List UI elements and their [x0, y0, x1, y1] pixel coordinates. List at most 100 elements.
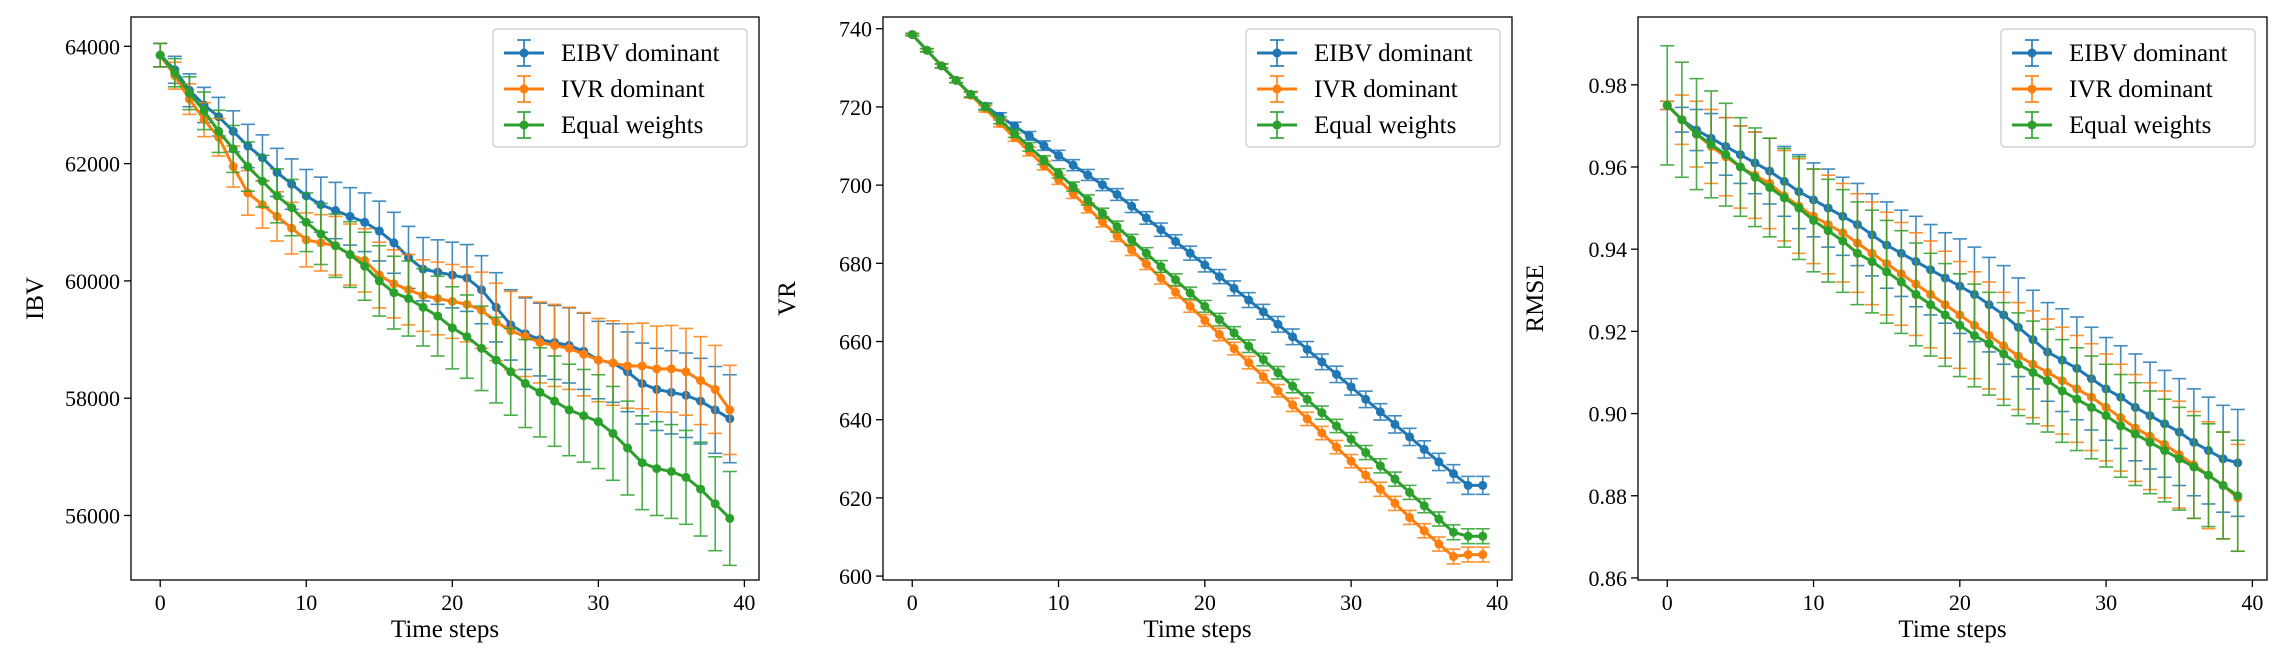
legend-label-equal-weights: Equal weights — [561, 112, 703, 139]
y-axis-label: VR — [774, 281, 801, 316]
x-tick-label: 40 — [733, 590, 755, 615]
point-eibv-dominant-33 — [1390, 419, 1400, 429]
point-equal-weights-29 — [2086, 402, 2096, 412]
point-equal-weights-13 — [1852, 248, 1862, 258]
point-equal-weights-28 — [564, 405, 574, 415]
point-equal-weights-8 — [272, 191, 282, 201]
y-tick-label: 0.90 — [1589, 402, 1628, 427]
y-tick-label: 660 — [839, 330, 872, 355]
line-ivr-dominant — [158, 54, 732, 411]
point-equal-weights-2 — [937, 61, 947, 71]
point-equal-weights-4 — [966, 89, 976, 99]
plot-frame — [1637, 16, 2268, 581]
point-ivr-dominant-37 — [696, 376, 706, 386]
point-equal-weights-22 — [1229, 328, 1239, 338]
point-ivr-dominant-23 — [1244, 358, 1254, 368]
point-ivr-dominant-32 — [623, 361, 633, 371]
line-equal-weights — [1666, 104, 2239, 497]
point-ivr-dominant-21 — [1214, 329, 1224, 339]
point-equal-weights-32 — [2130, 429, 2140, 439]
point-equal-weights-8 — [1024, 142, 1034, 152]
legend-swatch-equal-weights — [504, 111, 544, 139]
point-equal-weights-10 — [1054, 168, 1064, 178]
x-axis-label: Time steps — [391, 616, 499, 643]
x-tick-label: 10 — [295, 590, 317, 615]
point-eibv-dominant-25 — [1273, 319, 1283, 329]
line-eibv-dominant — [911, 33, 1483, 487]
point-eibv-dominant-34 — [1405, 432, 1415, 442]
plot-frame — [882, 16, 1513, 581]
point-equal-weights-34 — [1405, 487, 1415, 497]
point-equal-weights-31 — [2116, 421, 2126, 431]
point-eibv-dominant-39 — [1478, 480, 1488, 490]
point-equal-weights-37 — [1448, 527, 1458, 537]
point-equal-weights-36 — [1434, 514, 1444, 524]
point-eibv-dominant-11 — [1068, 160, 1078, 170]
point-equal-weights-2 — [1692, 129, 1702, 139]
y-tick-label: 0.86 — [1589, 566, 1628, 591]
point-equal-weights-5 — [228, 144, 238, 154]
point-equal-weights-23 — [1999, 349, 2009, 359]
y-tick-label: 600 — [839, 564, 872, 589]
legend-swatch-ivr-dominant — [2012, 75, 2052, 103]
point-equal-weights-26 — [2043, 376, 2053, 386]
point-equal-weights-20 — [447, 323, 457, 333]
series-equal-weights — [1660, 44, 2245, 553]
legend-swatch-equal-weights — [1257, 111, 1297, 139]
point-eibv-dominant-31 — [1361, 394, 1371, 404]
point-eibv-dominant-12 — [1083, 170, 1093, 180]
point-ivr-dominant-33 — [1390, 498, 1400, 508]
point-eibv-dominant-12 — [330, 206, 340, 216]
point-equal-weights-11 — [1068, 182, 1078, 192]
point-ivr-dominant-36 — [1434, 539, 1444, 549]
point-ivr-dominant-39 — [1478, 550, 1488, 560]
point-equal-weights-6 — [243, 162, 253, 172]
y-axis-label: RMSE — [1522, 264, 1549, 332]
point-equal-weights-1 — [922, 45, 932, 55]
point-equal-weights-15 — [1127, 235, 1137, 245]
point-equal-weights-24 — [2013, 359, 2023, 369]
panel-rmse: 0 10 20 30 40 0.86 0.88 0.90 0.92 0.94 0.96 0.98 Tim… — [1522, 16, 2268, 643]
point-ivr-dominant-29 — [1331, 442, 1341, 452]
point-equal-weights-20 — [1200, 301, 1210, 311]
point-equal-weights-10 — [301, 217, 311, 227]
y-tick-label: 56000 — [65, 503, 120, 528]
point-equal-weights-22 — [1984, 339, 1994, 349]
y-tick-label: 64000 — [65, 34, 120, 59]
point-equal-weights-30 — [593, 417, 603, 427]
point-ivr-dominant-26 — [1288, 400, 1298, 410]
point-ivr-dominant-24 — [1258, 372, 1268, 382]
series-equal-weights — [905, 30, 1490, 545]
point-equal-weights-0 — [907, 30, 917, 40]
point-ivr-dominant-17 — [1156, 273, 1166, 283]
y-tick-label: 0.94 — [1589, 237, 1628, 262]
point-equal-weights-29 — [579, 411, 589, 421]
point-equal-weights-34 — [652, 464, 662, 474]
point-ivr-dominant-34 — [652, 364, 662, 374]
point-eibv-dominant-9 — [1039, 141, 1049, 151]
point-equal-weights-20 — [1955, 320, 1965, 330]
point-equal-weights-19 — [1185, 288, 1195, 298]
point-equal-weights-27 — [2057, 386, 2067, 396]
legend-swatch-equal-weights — [2012, 111, 2052, 139]
point-equal-weights-26 — [535, 387, 545, 397]
point-eibv-dominant-36 — [1434, 457, 1444, 467]
legend-swatch-eibv-dominant — [2012, 39, 2052, 67]
point-equal-weights-19 — [433, 311, 443, 321]
point-eibv-dominant-32 — [1375, 407, 1385, 417]
point-eibv-dominant-14 — [360, 217, 370, 227]
point-equal-weights-16 — [1896, 277, 1906, 287]
legend-swatch-ivr-dominant — [504, 75, 544, 103]
panel-ibv: 0 10 20 30 40 56000 58000 60000 62000 64000 Time s… — [22, 16, 760, 643]
legend-box — [2000, 28, 2256, 148]
legend-label-eibv-dominant: EIBV dominant — [1314, 40, 1473, 67]
point-equal-weights-12 — [330, 241, 340, 251]
point-equal-weights-15 — [1882, 267, 1892, 277]
legend-label-eibv-dominant: EIBV dominant — [2069, 40, 2228, 67]
point-equal-weights-21 — [1969, 330, 1979, 340]
series-eibv-dominant — [905, 30, 1490, 496]
point-ivr-dominant-28 — [564, 343, 574, 353]
y-tick-label: 0.88 — [1589, 484, 1628, 509]
point-equal-weights-38 — [2218, 480, 2228, 490]
point-ivr-dominant-22 — [1229, 344, 1239, 354]
